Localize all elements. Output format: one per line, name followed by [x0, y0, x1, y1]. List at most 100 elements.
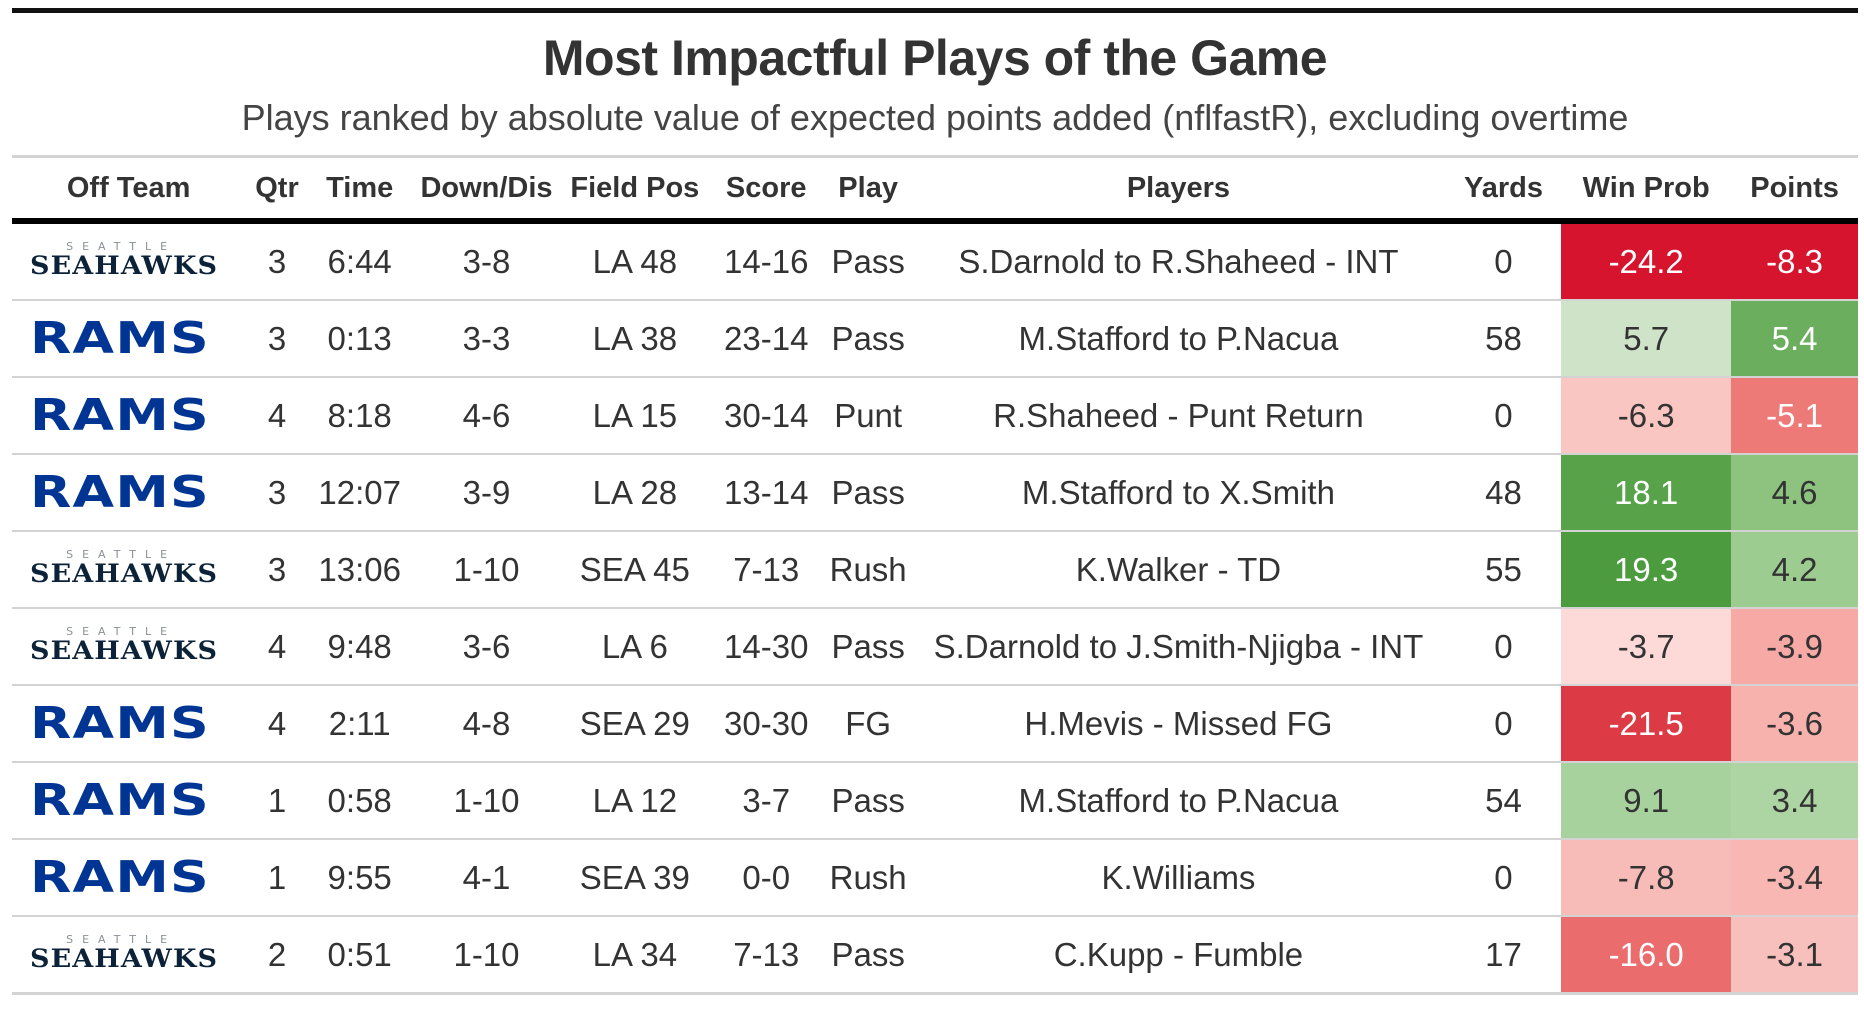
cell-yards: 17 [1485, 935, 1522, 973]
seahawks-logo-wordmark: SEAHAWKS [30, 636, 219, 665]
table-row: RAMS 4 8:18 4-6 LA 15 30-14 Punt R.Shaheed - Pu… [12, 377, 1858, 454]
cell-points: -3.6 [1731, 685, 1858, 762]
cell-time: 6:44 [327, 242, 392, 280]
rams-logo: RAMS [30, 697, 210, 749]
cell-field-pos: LA 28 [592, 473, 678, 511]
cell-field-pos: LA 34 [592, 935, 678, 973]
cell-win-prob: -7.8 [1561, 839, 1732, 916]
col-header-score: Score [725, 171, 807, 204]
cell-play: Pass [831, 627, 905, 665]
cell-win-prob: -16.0 [1561, 916, 1732, 994]
rams-logo: RAMS [30, 466, 210, 518]
cell-score: 14-30 [724, 627, 809, 665]
cell-down-dis: 3-9 [462, 473, 511, 511]
cell-down-dis: 1-10 [453, 935, 520, 973]
table-row: SEATTLE SEAHAWKS 2 0:51 1-10 LA 34 7-13 Pass C.K… [12, 916, 1858, 994]
cell-field-pos: LA 12 [592, 781, 678, 819]
cell-points: 4.2 [1731, 531, 1858, 608]
cell-win-prob: -21.5 [1561, 685, 1732, 762]
col-header-qtr: Qtr [255, 171, 299, 204]
seahawks-logo-wordmark: SEAHAWKS [30, 251, 219, 280]
cell-off-team: SEATTLE SEAHAWKS [12, 916, 245, 994]
cell-off-team: RAMS [12, 685, 245, 762]
cell-qtr: 3 [267, 473, 287, 511]
cell-off-team: RAMS [12, 300, 245, 377]
cell-points: -5.1 [1731, 377, 1858, 454]
cell-score: 30-30 [724, 704, 809, 742]
cell-score: 7-13 [733, 935, 800, 973]
seahawks-logo-city: SEATTLE [66, 548, 177, 561]
table-body: SEATTLE SEAHAWKS 3 6:44 3-8 LA 48 14-16 Pass S.D… [12, 221, 1858, 994]
cell-time: 12:07 [318, 473, 401, 511]
cell-field-pos: LA 48 [592, 242, 678, 280]
cell-yards: 0 [1494, 627, 1513, 665]
seahawks-logo: SEATTLE SEAHAWKS [30, 934, 217, 971]
cell-time: 2:11 [328, 704, 391, 742]
table-row: RAMS 3 12:07 3-9 LA 28 13-14 Pass M.Stafford to… [12, 454, 1858, 531]
cell-down-dis: 1-10 [453, 781, 520, 819]
cell-play: Pass [831, 242, 905, 280]
seahawks-logo-wordmark: SEAHAWKS [30, 559, 219, 588]
cell-qtr: 1 [267, 858, 287, 896]
cell-down-dis: 4-8 [462, 704, 511, 742]
subtitle-rule [12, 155, 1858, 158]
cell-qtr: 2 [267, 935, 287, 973]
seahawks-logo-city: SEATTLE [66, 240, 177, 253]
cell-yards: 54 [1485, 781, 1522, 819]
col-header-time: Time [326, 171, 394, 204]
cell-field-pos: SEA 29 [579, 704, 690, 742]
rams-logo: RAMS [30, 312, 210, 364]
cell-play: Rush [829, 858, 907, 896]
cell-play: Punt [834, 396, 903, 434]
cell-yards: 0 [1494, 396, 1513, 434]
table-row: RAMS 4 2:11 4-8 SEA 29 30-30 FG H.Mevis - Misse… [12, 685, 1858, 762]
cell-score: 14-16 [724, 242, 809, 280]
cell-qtr: 4 [267, 396, 287, 434]
cell-win-prob: 5.7 [1561, 300, 1732, 377]
rams-logo: RAMS [30, 851, 210, 903]
cell-players: K.Williams [1101, 858, 1256, 896]
cell-down-dis: 3-3 [462, 319, 511, 357]
table-row: RAMS 1 0:58 1-10 LA 12 3-7 Pass M.Stafford to P… [12, 762, 1858, 839]
col-header-players: Players [1126, 171, 1231, 204]
cell-qtr: 1 [267, 781, 287, 819]
page-title: Most Impactful Plays of the Game [542, 30, 1328, 86]
cell-players: R.Shaheed - Punt Return [993, 396, 1364, 434]
cell-time: 0:51 [327, 935, 392, 973]
cell-points: -8.3 [1731, 221, 1858, 300]
cell-play: FG [845, 704, 892, 742]
cell-down-dis: 1-10 [453, 550, 520, 588]
cell-field-pos: LA 15 [592, 396, 678, 434]
seahawks-logo: SEATTLE SEAHAWKS [30, 240, 217, 278]
cell-time: 13:06 [318, 550, 401, 588]
table-row: SEATTLE SEAHAWKS 3 6:44 3-8 LA 48 14-16 Pass S.D… [12, 221, 1858, 300]
cell-yards: 48 [1485, 473, 1522, 511]
cell-score: 13-14 [724, 473, 809, 511]
cell-qtr: 3 [267, 550, 287, 588]
cell-off-team: SEATTLE SEAHAWKS [12, 531, 245, 608]
cell-yards: 0 [1494, 242, 1513, 280]
cell-score: 23-14 [724, 319, 809, 357]
cell-time: 0:13 [327, 319, 392, 357]
cell-win-prob: -3.7 [1561, 608, 1732, 685]
table-row: SEATTLE SEAHAWKS 4 9:48 3-6 LA 6 14-30 Pass S.Da… [12, 608, 1858, 685]
cell-players: H.Mevis - Missed FG [1024, 704, 1333, 742]
cell-time: 9:55 [327, 858, 392, 896]
cell-play: Rush [829, 550, 907, 588]
table-row: SEATTLE SEAHAWKS 3 13:06 1-10 SEA 45 7-13 Rush K… [12, 531, 1858, 608]
cell-points: 3.4 [1731, 762, 1858, 839]
col-header-points: Points [1750, 171, 1839, 204]
cell-time: 9:48 [327, 627, 392, 665]
cell-yards: 58 [1485, 319, 1522, 357]
cell-win-prob: -6.3 [1561, 377, 1732, 454]
cell-down-dis: 3-6 [462, 627, 511, 665]
cell-players: S.Darnold to J.Smith-Njigba - INT [933, 627, 1424, 665]
cell-off-team: SEATTLE SEAHAWKS [12, 608, 245, 685]
seahawks-logo: SEATTLE SEAHAWKS [30, 626, 217, 663]
cell-points: 4.6 [1731, 454, 1858, 531]
seahawks-logo-wordmark: SEAHAWKS [30, 944, 219, 973]
col-header-off-team: Off Team [66, 171, 191, 204]
cell-yards: 0 [1494, 858, 1513, 896]
cell-play: Pass [831, 781, 905, 819]
col-header-win-prob: Win Prob [1582, 171, 1710, 204]
